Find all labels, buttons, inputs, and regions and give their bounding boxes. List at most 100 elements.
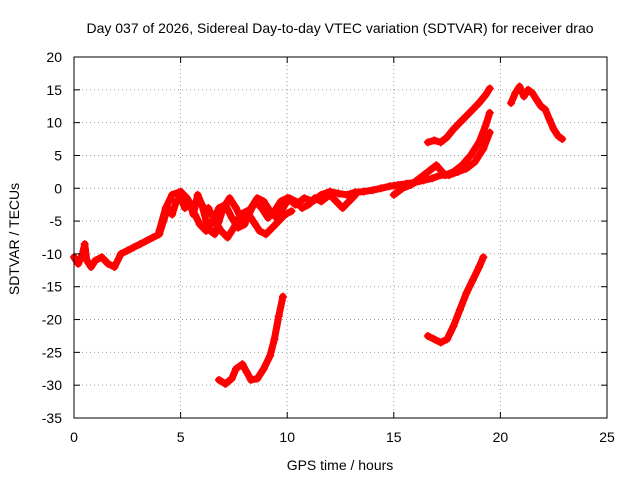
data-point-marker: [87, 263, 96, 272]
y-tick-label: 15: [46, 82, 62, 98]
data-point-marker: [278, 292, 287, 301]
data-point-marker: [161, 203, 170, 212]
data-point-marker: [214, 375, 223, 384]
data-point-marker: [515, 82, 524, 91]
data-point-marker: [532, 95, 541, 104]
data-point-marker: [541, 105, 550, 114]
data-point-marker: [232, 364, 241, 373]
data-point-marker: [558, 135, 567, 144]
data-point-marker: [485, 84, 494, 93]
y-tick-label: -20: [42, 312, 62, 328]
data-point-marker: [300, 194, 309, 203]
data-point-marker: [259, 197, 268, 206]
data-point-marker: [481, 91, 490, 100]
data-point-marker: [142, 236, 151, 245]
data-point-marker: [227, 374, 236, 383]
data-point-marker: [462, 164, 471, 173]
data-point-marker: [389, 190, 398, 199]
data-point-marker: [485, 128, 494, 137]
data-point-marker: [468, 276, 477, 285]
data-point-marker: [259, 364, 268, 373]
data-point-marker: [129, 243, 138, 252]
data-point-marker: [449, 167, 458, 176]
data-point-marker: [232, 203, 241, 212]
data-point-marker: [332, 197, 341, 206]
data-point-marker: [266, 207, 275, 216]
data-point-marker: [221, 379, 230, 388]
x-tick-label: 5: [177, 429, 185, 445]
data-point-marker: [172, 197, 181, 206]
data-point-marker: [479, 253, 488, 262]
data-point-marker: [246, 203, 255, 212]
y-tick-label: 20: [46, 49, 62, 65]
data-point-marker: [136, 240, 145, 249]
data-point-marker: [549, 125, 558, 134]
data-point-marker: [485, 108, 494, 117]
data-point-marker: [468, 105, 477, 114]
data-point-marker: [528, 89, 537, 98]
data-point-marker: [281, 210, 290, 219]
data-point-marker: [240, 220, 249, 229]
y-tick-label: 5: [54, 147, 62, 163]
x-tick-label: 20: [493, 429, 509, 445]
series-rising-arc-b: [390, 109, 494, 199]
data-point-marker: [182, 194, 191, 203]
data-point-marker: [436, 338, 445, 347]
data-point-marker: [195, 220, 204, 229]
data-point-marker: [481, 121, 490, 130]
data-point-marker: [116, 249, 125, 258]
data-point-marker: [368, 186, 377, 195]
grid: [74, 57, 607, 418]
data-point-marker: [123, 246, 132, 255]
data-point-marker: [440, 171, 449, 180]
data-point-marker: [455, 118, 464, 127]
data-point-marker: [80, 240, 89, 249]
data-point-marker: [197, 200, 206, 209]
data-point-marker: [432, 161, 441, 170]
data-point-marker: [242, 368, 251, 377]
data-point-marker: [168, 210, 177, 219]
data-point-marker: [193, 190, 202, 199]
data-point-marker: [334, 189, 343, 198]
data-point-marker: [223, 233, 232, 242]
data-point-marker: [238, 360, 247, 369]
data-point-marker: [298, 203, 307, 212]
data-point-marker: [338, 203, 347, 212]
data-point-marker: [204, 203, 213, 212]
series-low-arc-b: [424, 253, 487, 346]
data-point-marker: [423, 167, 432, 176]
data-point-marker: [91, 256, 100, 265]
y-tick-label: 0: [54, 180, 62, 196]
data-point-marker: [189, 207, 198, 216]
data-point-marker: [110, 263, 119, 272]
data-point-marker: [475, 263, 484, 272]
data-point-marker: [470, 158, 479, 167]
data-point-marker: [458, 161, 467, 170]
y-tick-label: 10: [46, 115, 62, 131]
data-point-marker: [270, 335, 279, 344]
data-point-marker: [210, 230, 219, 239]
y-tick-label: -25: [42, 344, 62, 360]
y-tick-label: -30: [42, 377, 62, 393]
data-point-marker: [236, 210, 245, 219]
y-tick-label: -5: [50, 213, 63, 229]
data-point-marker: [148, 233, 157, 242]
data-point-marker: [462, 289, 471, 298]
data-point-marker: [249, 217, 258, 226]
data-point-marker: [217, 226, 226, 235]
data-point-marker: [475, 138, 484, 147]
data-point-marker: [430, 136, 439, 145]
data-point-marker: [449, 322, 458, 331]
data-point-marker: [443, 335, 452, 344]
data-point-marker: [449, 125, 458, 134]
data-point-marker: [214, 203, 223, 212]
data-point-marker: [342, 190, 351, 199]
data-point-marker: [423, 331, 432, 340]
data-point-marker: [553, 131, 562, 140]
data-point-marker: [406, 180, 415, 189]
data-point-marker: [176, 187, 185, 196]
data-point-marker: [443, 133, 452, 142]
data-point-marker: [430, 335, 439, 344]
data-point-marker: [202, 226, 211, 235]
y-tick-label: -35: [42, 410, 62, 426]
